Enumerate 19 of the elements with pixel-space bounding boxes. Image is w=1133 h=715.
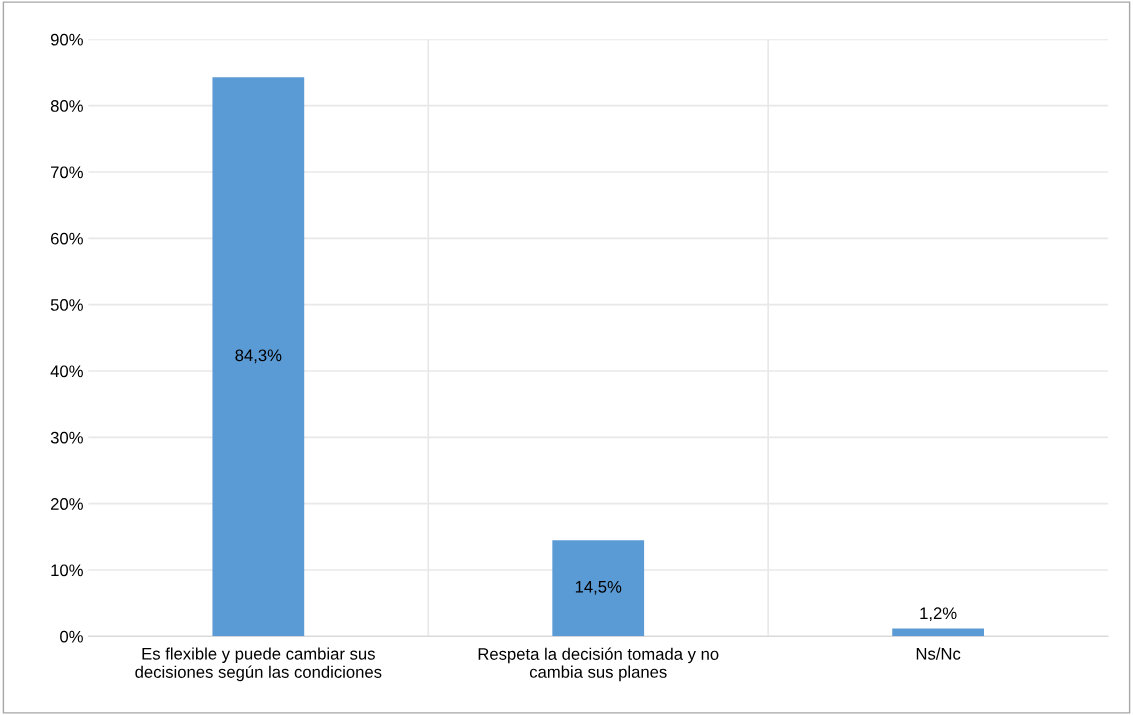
y-tick-label: 0%: [60, 630, 83, 643]
data-label: 1,2%: [920, 607, 957, 622]
data-label: 84,3%: [235, 349, 282, 364]
y-tick-label: 70%: [51, 166, 83, 179]
y-tick-label: 30%: [50, 431, 83, 444]
y-tick-label: 60%: [51, 232, 83, 245]
y-tick-label: 20%: [50, 498, 83, 510]
bar: [892, 628, 985, 637]
y-tick-label: 80%: [50, 100, 83, 112]
x-tick-label: Es flexible y puede cambiar sus decisiones según las condiciones: [135, 647, 382, 682]
y-tick-label: 10%: [51, 564, 83, 577]
bar: [212, 77, 305, 637]
y-tick-label: 40%: [50, 365, 83, 378]
bar: [552, 540, 645, 637]
data-label: 14,5%: [575, 581, 622, 595]
x-tick-label: Respeta la decisión tomada y no cambia sus planes: [478, 647, 719, 682]
y-tick-label: 90%: [50, 33, 83, 46]
x-tick-label: Ns/Nc: [916, 647, 961, 660]
y-tick-label: 50%: [50, 299, 83, 311]
